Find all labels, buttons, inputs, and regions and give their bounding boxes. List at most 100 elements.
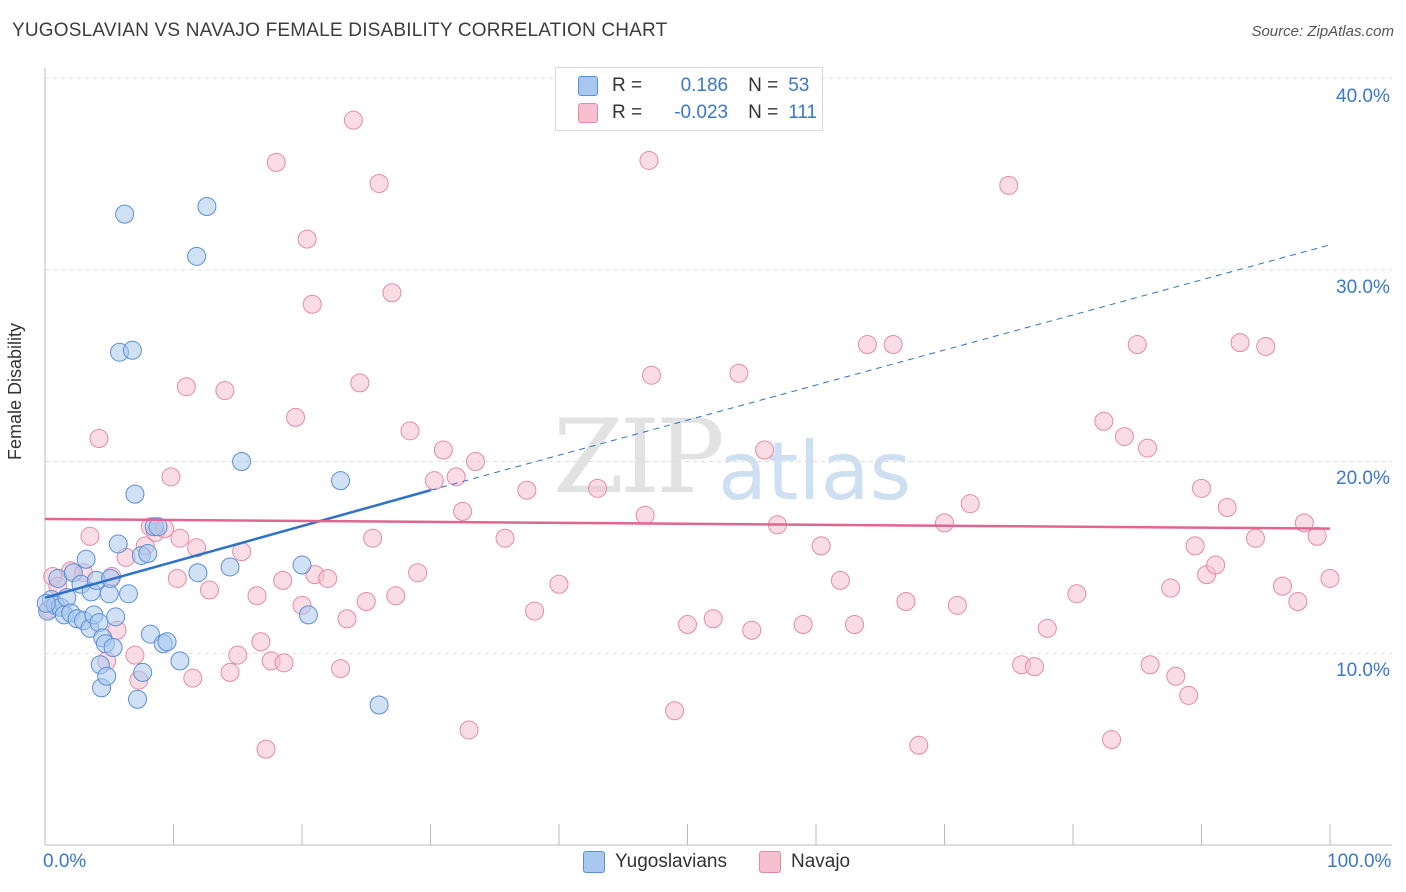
yugoslavians-trend-line	[44, 489, 431, 599]
navajo-point	[453, 501, 473, 521]
navajo-point	[1307, 526, 1327, 546]
navajo-point	[1114, 427, 1134, 447]
navajo-point	[1161, 578, 1181, 598]
y-tick-label-40: 40.0%	[1336, 86, 1390, 107]
navajo-point	[356, 591, 376, 611]
navajo-swatch	[578, 103, 598, 123]
navajo-point	[337, 609, 357, 629]
navajo-point	[1024, 657, 1044, 677]
legend-item-yugoslavians[interactable]: Yugoslavians	[583, 851, 727, 873]
yugoslavians-point	[76, 549, 96, 569]
yugoslavians-point	[108, 534, 128, 554]
yugoslavians-trend-extension	[430, 244, 1331, 491]
yugoslavians-point	[106, 607, 126, 627]
navajo-point	[1245, 528, 1265, 548]
navajo-point	[635, 505, 655, 525]
yugoslavians-swatch	[578, 76, 598, 96]
navajo-point	[678, 614, 697, 634]
legend-item-navajo[interactable]: Navajo	[758, 851, 850, 873]
yugoslavians-point	[232, 452, 252, 471]
navajo-point	[187, 538, 207, 558]
navajo-point	[274, 653, 294, 673]
yugoslavians-point	[148, 517, 168, 537]
navajo-point	[947, 595, 967, 615]
navajo-point	[266, 152, 286, 172]
yugoslavians-point	[122, 340, 142, 360]
navajo-point	[247, 586, 267, 606]
stats-row-yugoslavians: R = 0.186 N = 53	[578, 73, 809, 99]
yugoslavians-point	[298, 605, 318, 625]
navajo-point	[1138, 438, 1158, 458]
navajo-point	[408, 563, 428, 583]
navajo-point	[228, 645, 248, 665]
x-tick-label-max: 100.0%	[1327, 851, 1392, 872]
legend-label-yugoslavians: Yugoslavians	[615, 851, 727, 872]
navajo-point	[793, 614, 813, 634]
navajo-point	[424, 471, 444, 491]
navajo-point	[960, 494, 980, 514]
stats-legend: R = 0.186 N = 53 R = -0.023 N = 111	[555, 67, 823, 131]
r-value: -0.023	[674, 102, 729, 123]
navajo-point	[755, 440, 775, 460]
yugoslavians-point	[188, 563, 208, 583]
navajo-point	[297, 229, 317, 249]
navajo-point	[1217, 498, 1237, 518]
navajo-point	[183, 668, 203, 688]
navajo-point	[1185, 536, 1205, 556]
n-label: N =	[748, 102, 779, 123]
navajo-point	[588, 478, 608, 498]
r-value: 0.186	[680, 75, 729, 96]
yugoslavians-point	[170, 651, 190, 671]
navajo-trend-line	[44, 517, 1331, 530]
navajo-point	[1094, 411, 1114, 431]
yugoslavians-point	[115, 204, 135, 224]
navajo-point	[517, 480, 537, 500]
navajo-point	[1127, 335, 1147, 355]
navajo-point	[89, 428, 109, 448]
r-label: R =	[612, 75, 643, 96]
navajo-point	[350, 373, 370, 393]
navajo-point	[215, 381, 235, 401]
watermark-atlas: atlas	[718, 425, 912, 518]
navajo-point	[1256, 336, 1276, 356]
navajo-point	[170, 528, 190, 548]
navajo-point	[251, 632, 271, 652]
yugoslavians-point	[197, 196, 217, 216]
navajo-point	[386, 586, 406, 606]
navajo-point	[642, 365, 662, 385]
navajo-point	[857, 335, 877, 355]
navajo-point	[161, 467, 181, 487]
y-tick-label-30: 30.0%	[1336, 277, 1390, 298]
yugoslavians-point	[133, 662, 153, 682]
navajo-point	[1320, 568, 1340, 588]
navajo-point	[665, 701, 685, 721]
navajo-point	[125, 645, 145, 665]
navajo-point	[883, 335, 903, 355]
navajo-point	[343, 110, 363, 130]
navajo-point	[1192, 478, 1211, 498]
navajo-point	[1206, 555, 1226, 575]
navajo-point	[495, 528, 515, 548]
navajo-point	[459, 720, 479, 740]
navajo-point	[830, 570, 850, 590]
navajo-point	[1272, 576, 1292, 596]
navajo-point	[909, 735, 929, 755]
navajo-point	[1230, 333, 1250, 353]
series-legend: Yugoslavians Navajo	[583, 851, 882, 873]
navajo-point	[1166, 666, 1186, 686]
navajo-point	[935, 513, 954, 533]
navajo-point	[433, 440, 453, 460]
navajo-point	[286, 407, 306, 427]
y-axis-title: Female Disability	[5, 322, 25, 460]
n-label: N =	[748, 75, 779, 96]
navajo-point	[176, 377, 196, 397]
navajo-point	[845, 614, 865, 634]
navajo-point	[220, 662, 240, 682]
yugoslavians-point	[187, 246, 207, 266]
navajo-point	[999, 175, 1019, 195]
y-tick-label-10: 10.0%	[1336, 660, 1390, 681]
yugoslavians-point	[119, 584, 139, 604]
navajo-point	[811, 536, 831, 556]
yugoslavians-point	[125, 484, 145, 504]
